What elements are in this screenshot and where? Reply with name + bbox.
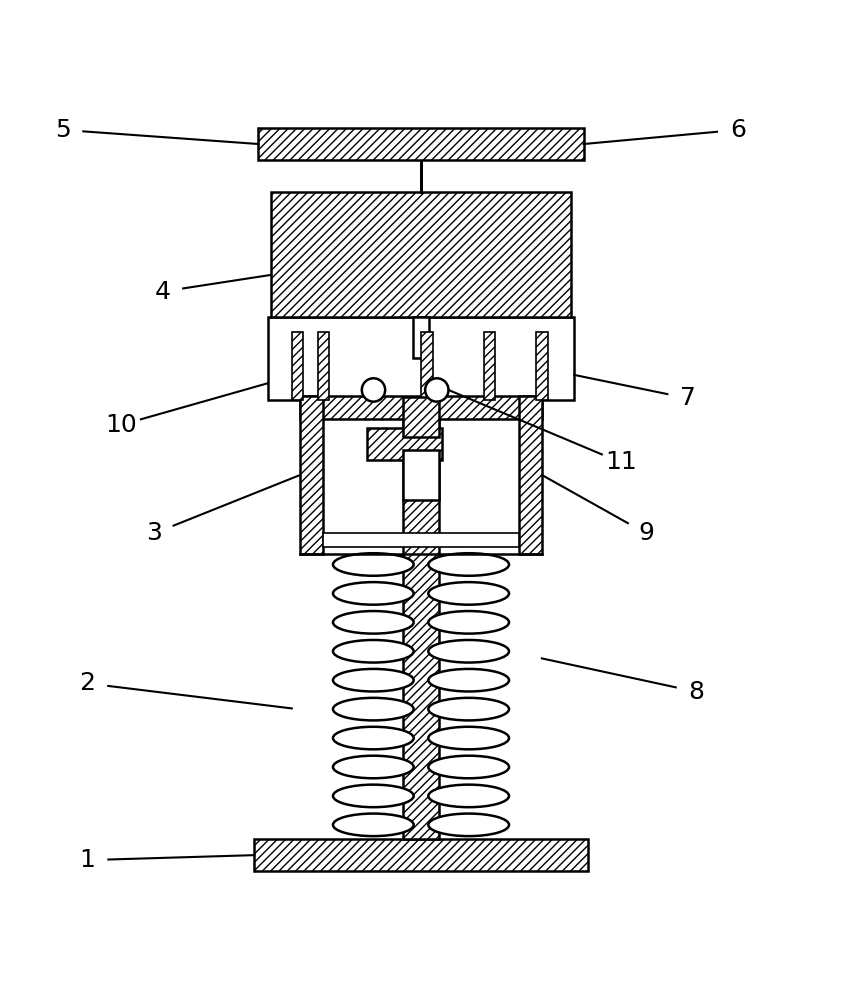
Ellipse shape [333, 669, 413, 691]
Ellipse shape [333, 640, 413, 663]
Text: 5: 5 [55, 118, 71, 142]
Bar [421, 332, 433, 400]
Text: 11: 11 [605, 450, 637, 474]
Bar [402, 450, 440, 500]
Bar [536, 332, 547, 400]
Text: 8: 8 [688, 680, 704, 704]
Ellipse shape [429, 611, 509, 634]
Text: 7: 7 [679, 386, 695, 410]
Bar [300, 396, 323, 554]
Bar [268, 317, 574, 400]
Bar [519, 396, 542, 554]
Text: 2: 2 [79, 671, 95, 695]
Ellipse shape [429, 727, 509, 749]
Ellipse shape [429, 814, 509, 836]
Ellipse shape [333, 814, 413, 836]
Bar [402, 397, 440, 437]
Bar [317, 332, 329, 400]
Bar [483, 332, 495, 400]
Bar [300, 396, 542, 419]
Bar [292, 332, 303, 400]
Ellipse shape [333, 698, 413, 720]
Ellipse shape [429, 698, 509, 720]
Bar [413, 317, 429, 358]
Text: 4: 4 [155, 280, 171, 304]
Text: 1: 1 [80, 848, 95, 872]
Bar [254, 839, 588, 871]
Circle shape [425, 378, 449, 402]
Circle shape [362, 378, 385, 402]
Text: 3: 3 [147, 521, 163, 545]
Ellipse shape [333, 611, 413, 634]
Text: 6: 6 [730, 118, 746, 142]
Ellipse shape [429, 640, 509, 663]
Bar [323, 533, 519, 547]
Bar [258, 128, 584, 160]
Ellipse shape [333, 756, 413, 778]
Ellipse shape [333, 727, 413, 749]
Ellipse shape [429, 582, 509, 605]
Ellipse shape [429, 553, 509, 576]
Text: 10: 10 [105, 413, 136, 437]
Text: 9: 9 [638, 521, 654, 545]
Ellipse shape [333, 582, 413, 605]
Ellipse shape [429, 785, 509, 807]
Ellipse shape [333, 785, 413, 807]
Bar [367, 428, 442, 460]
Bar [402, 317, 440, 839]
Ellipse shape [429, 756, 509, 778]
Bar [271, 192, 571, 317]
Ellipse shape [333, 553, 413, 576]
Ellipse shape [429, 669, 509, 691]
